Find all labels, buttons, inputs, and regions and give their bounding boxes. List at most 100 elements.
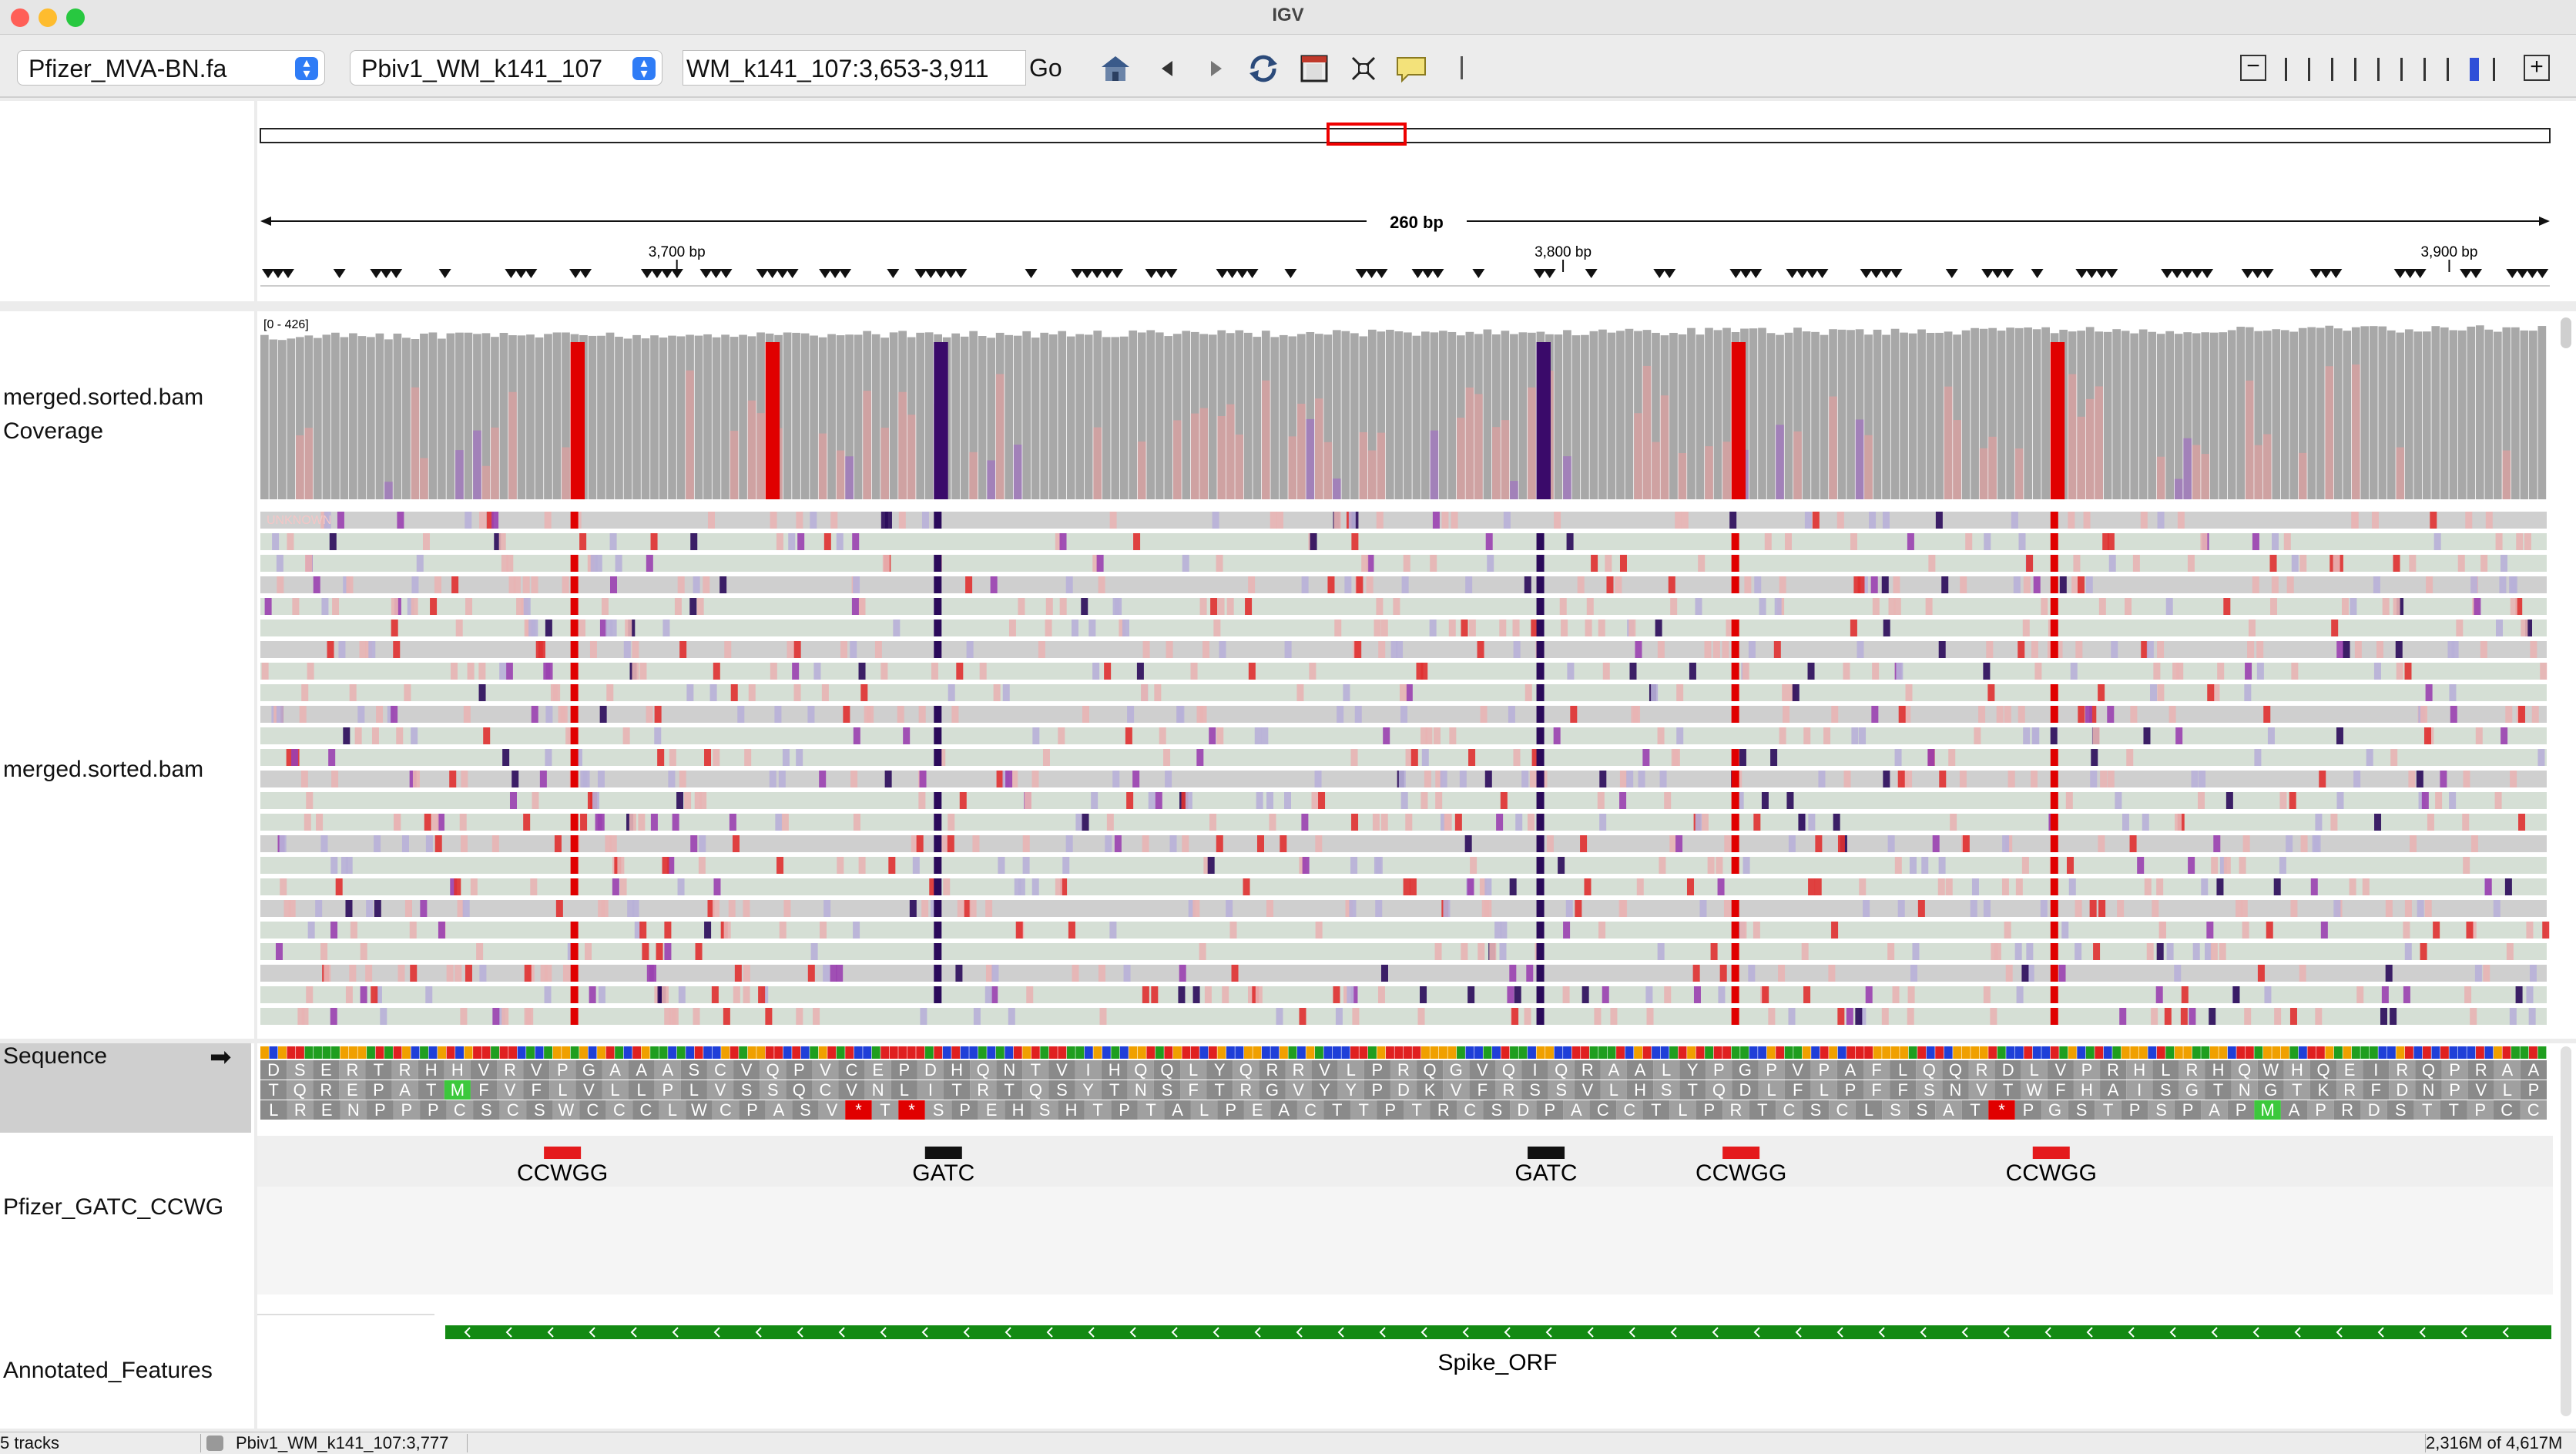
svg-text:T: T	[1359, 1100, 1369, 1120]
coverage-track[interactable]: [0 - 426]	[257, 311, 2553, 504]
alignment-track-name[interactable]: merged.sorted.bam	[3, 757, 204, 782]
svg-text:V: V	[531, 1060, 542, 1080]
title-bar: IGV	[0, 0, 2576, 35]
svg-text:V: V	[583, 1080, 595, 1100]
svg-text:L: L	[1662, 1060, 1671, 1080]
zoom-level-tick[interactable]	[2308, 58, 2310, 81]
svg-text:I: I	[1086, 1060, 1091, 1080]
restriction-feature[interactable]	[1528, 1147, 1565, 1159]
feature-track-name[interactable]: Pfizer_GATC_CCWG	[3, 1194, 224, 1220]
forward-icon[interactable]	[1199, 52, 1233, 86]
svg-text:F: F	[2371, 1080, 2381, 1100]
svg-text:P: P	[2081, 1060, 2093, 1080]
zoom-level-tick[interactable]	[2400, 58, 2403, 81]
alignment-track[interactable]: UNKNOWN	[257, 507, 2553, 1039]
svg-text:A: A	[2289, 1100, 2300, 1120]
svg-text:G: G	[2264, 1080, 2277, 1100]
svg-text:P: P	[374, 1100, 386, 1120]
svg-text:T: T	[268, 1080, 278, 1100]
svg-text:S: S	[481, 1100, 492, 1120]
svg-text:Q: Q	[1424, 1060, 1437, 1080]
zoom-level-tick[interactable]	[2285, 58, 2287, 81]
ruler-graphic[interactable]: 260 bp 3,700 bp 3,800 bp 3,900 bp	[257, 101, 2576, 301]
svg-text:L: L	[1820, 1080, 1829, 1100]
svg-text:H: H	[451, 1060, 464, 1080]
svg-text:P: P	[746, 1100, 758, 1120]
svg-text:V: V	[1976, 1080, 1987, 1100]
zoom-level-tick[interactable]	[2354, 58, 2356, 81]
annotated-track-name[interactable]: Annotated_Features	[3, 1358, 213, 1383]
alignment-scrollbar[interactable]	[2561, 317, 2571, 348]
restriction-feature[interactable]	[1722, 1147, 1760, 1159]
feature-tracks[interactable]: CCWGG GATC GATC CCWGG CCWGG Spike_ORF	[257, 1136, 2553, 1429]
svg-text:S: S	[741, 1080, 753, 1100]
svg-text:L: L	[269, 1100, 278, 1120]
svg-text:T: T	[1688, 1080, 1698, 1100]
locus-input[interactable]: WM_k141_107:3,653-3,911	[683, 50, 1026, 86]
track-count: 5 tracks	[0, 1434, 201, 1452]
zoom-in-button[interactable]: +	[2524, 55, 2550, 81]
restriction-feature[interactable]	[2032, 1147, 2070, 1159]
svg-text:T: T	[1031, 1060, 1041, 1080]
zoom-level-tick[interactable]	[2331, 58, 2333, 81]
svg-text:G: G	[582, 1060, 595, 1080]
svg-text:H: H	[2291, 1060, 2303, 1080]
zoom-out-button[interactable]: −	[2240, 55, 2266, 81]
fit-icon[interactable]	[1347, 52, 1380, 86]
genome-select[interactable]: Pfizer_MVA-BN.fa ▴ ▾	[17, 50, 325, 86]
svg-text:A: A	[1278, 1100, 1290, 1120]
zoom-level-tick[interactable]	[2447, 58, 2449, 81]
close-window-button[interactable]	[11, 8, 29, 27]
zoom-slider[interactable]	[2280, 58, 2511, 81]
zoom-level-tick[interactable]	[2377, 58, 2380, 81]
memory-usage[interactable]: 2,316M of 4,617M	[2425, 1434, 2576, 1452]
svg-text:P: P	[401, 1100, 412, 1120]
spike-orf-feature[interactable]	[445, 1325, 2551, 1339]
svg-text:T: T	[1970, 1100, 1980, 1120]
go-button[interactable]: Go	[1029, 54, 1062, 82]
svg-text:V: V	[715, 1080, 726, 1100]
zoom-level-tick[interactable]	[2470, 58, 2479, 81]
svg-text:R: R	[2396, 1060, 2408, 1080]
restriction-feature[interactable]	[544, 1147, 582, 1159]
svg-text:R: R	[346, 1060, 358, 1080]
restriction-site-markers	[262, 269, 2549, 278]
svg-text:P: P	[1704, 1100, 1716, 1120]
refresh-icon[interactable]	[1246, 52, 1280, 86]
svg-text:R: R	[1729, 1100, 1742, 1120]
feature-scrollbar[interactable]	[2561, 1046, 2571, 1416]
svg-text:L: L	[1189, 1060, 1198, 1080]
svg-text:P: P	[959, 1100, 971, 1120]
zoom-level-tick[interactable]	[2423, 58, 2426, 81]
svg-text:F: F	[1478, 1080, 1488, 1100]
strand-arrow-icon[interactable]: ➡	[210, 1043, 232, 1072]
status-bar: 5 tracks Pbiv1_WM_k141_107:3,777 2,316M …	[0, 1432, 2576, 1454]
home-icon[interactable]	[1098, 52, 1132, 86]
svg-text:M: M	[451, 1080, 465, 1100]
svg-text:S: S	[933, 1100, 944, 1120]
svg-text:F: F	[1188, 1080, 1198, 1100]
region-icon[interactable]	[1297, 52, 1331, 86]
popup-info-icon[interactable]	[1394, 52, 1428, 86]
ruler-name-panel	[0, 101, 254, 301]
restriction-feature[interactable]	[924, 1147, 962, 1159]
svg-text:W: W	[2026, 1080, 2042, 1100]
zoom-window-button[interactable]	[66, 8, 85, 27]
svg-text:V: V	[827, 1100, 838, 1120]
back-icon[interactable]	[1151, 52, 1185, 86]
current-region-box[interactable]	[1327, 123, 1407, 146]
coverage-track-name[interactable]: merged.sorted.bam Coverage	[3, 384, 204, 444]
restriction-feature-label: CCWGG	[517, 1160, 608, 1186]
restriction-feature-label: CCWGG	[2006, 1160, 2097, 1186]
minimize-window-button[interactable]	[39, 8, 57, 27]
svg-text:C: C	[1597, 1100, 1609, 1120]
svg-text:V: V	[1293, 1080, 1304, 1100]
svg-text:P: P	[898, 1060, 910, 1080]
svg-text:A: A	[1845, 1060, 1857, 1080]
zoom-level-tick[interactable]	[2493, 58, 2495, 81]
svg-text:E: E	[872, 1060, 884, 1080]
sequence-track-header[interactable]: Sequence ➡	[0, 1043, 251, 1133]
chromosome-select[interactable]: Pbiv1_WM_k141_107 ▴ ▾	[350, 50, 662, 86]
svg-text:W: W	[558, 1100, 575, 1120]
